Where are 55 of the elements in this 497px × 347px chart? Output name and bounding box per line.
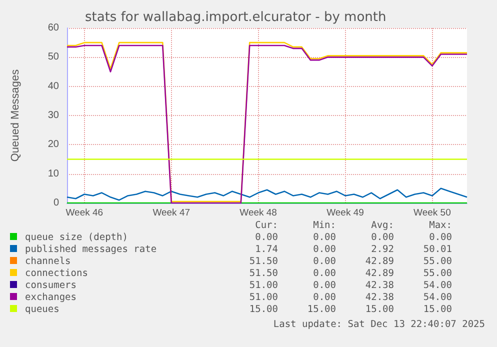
text: 50.01 <box>422 244 452 256</box>
text: 0.00 <box>312 232 336 244</box>
text: 42.89 <box>364 256 394 268</box>
text: 42.38 <box>364 280 394 292</box>
chart-title: stats for wallabag.import.elcurator - by month <box>85 10 386 25</box>
y-tick-label: 60 <box>48 22 60 34</box>
legend-label: channels <box>24 256 72 268</box>
y-axis-title: Queued Messages <box>10 68 22 162</box>
text: 42.89 <box>364 268 394 280</box>
y-tick-label: 40 <box>48 80 60 92</box>
y-tick-label: 50 <box>48 52 60 63</box>
text: Min: <box>312 220 336 232</box>
text: 51.00 <box>248 280 278 292</box>
legend-label: queues <box>24 304 60 316</box>
x-tick-label: Week 50 <box>414 208 451 218</box>
text: 51.50 <box>248 268 278 280</box>
text: Cur: <box>254 220 278 232</box>
text: Avg: <box>370 220 394 232</box>
text: 42.38 <box>364 292 394 304</box>
text: 55.00 <box>422 268 452 280</box>
text: 0.00 <box>312 280 336 292</box>
legend-label: connections <box>24 268 89 280</box>
x-tick-label: Week 48 <box>240 208 277 218</box>
text: 2.92 <box>370 244 394 256</box>
x-tick-label: Week 49 <box>326 208 364 218</box>
text: Last update: Sat Dec 13 22:40:07 2025 <box>273 319 485 330</box>
legend-label: consumers <box>24 280 78 292</box>
text: 0.00 <box>370 232 394 244</box>
text: 0.00 <box>254 232 278 244</box>
text: 15.00 <box>306 304 336 316</box>
y-tick-label: 20 <box>48 139 60 150</box>
text: 0.00 <box>312 256 336 268</box>
legend-label: published messages rate <box>24 244 158 256</box>
text: 0.00 <box>312 292 336 304</box>
text: 51.00 <box>248 292 278 304</box>
text: 54.00 <box>422 280 452 292</box>
y-tick-label: 10 <box>48 168 60 180</box>
text: 51.50 <box>248 256 278 268</box>
text: 0.00 <box>428 232 452 244</box>
x-tick-label: Week 46 <box>66 208 104 218</box>
legend-label: exchanges <box>24 292 78 304</box>
text: 15.00 <box>422 304 452 316</box>
line-series <box>66 188 468 201</box>
legend-label: queue size (depth) <box>24 232 129 244</box>
text: 1.74 <box>254 244 278 256</box>
y-tick-label: 30 <box>48 110 60 121</box>
text: Max: <box>428 220 452 232</box>
text: 55.00 <box>422 256 452 268</box>
text: 15.00 <box>364 304 394 316</box>
x-tick-label: Week 47 <box>152 208 190 218</box>
text: 15.00 <box>248 304 278 316</box>
y-tick-label: 0 <box>53 198 60 208</box>
text: 0.00 <box>312 244 336 256</box>
text: 0.00 <box>312 268 336 280</box>
text: 54.00 <box>422 292 452 304</box>
